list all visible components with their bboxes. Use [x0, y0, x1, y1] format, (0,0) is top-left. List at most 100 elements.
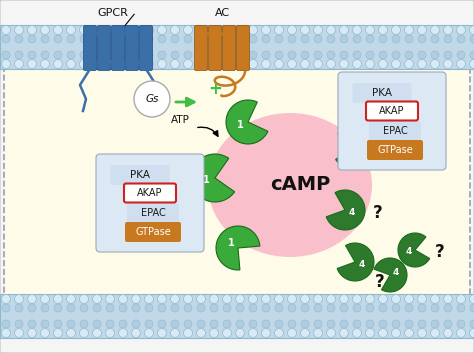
- Circle shape: [41, 320, 49, 328]
- Circle shape: [444, 329, 453, 337]
- Circle shape: [249, 304, 257, 312]
- Wedge shape: [336, 128, 372, 168]
- Circle shape: [106, 35, 114, 43]
- FancyBboxPatch shape: [353, 83, 411, 103]
- Circle shape: [119, 51, 127, 59]
- Circle shape: [313, 60, 322, 68]
- FancyBboxPatch shape: [237, 25, 249, 71]
- Circle shape: [145, 320, 153, 328]
- Text: 1: 1: [228, 238, 235, 247]
- Circle shape: [92, 294, 101, 304]
- Circle shape: [54, 35, 62, 43]
- Circle shape: [314, 320, 322, 328]
- Circle shape: [2, 304, 10, 312]
- Circle shape: [223, 51, 231, 59]
- Circle shape: [379, 320, 387, 328]
- Circle shape: [145, 304, 153, 312]
- Circle shape: [132, 304, 140, 312]
- Circle shape: [183, 25, 192, 35]
- Circle shape: [327, 304, 335, 312]
- Circle shape: [197, 25, 206, 35]
- Circle shape: [92, 25, 101, 35]
- Circle shape: [444, 25, 453, 35]
- Circle shape: [210, 35, 218, 43]
- Text: ATP: ATP: [171, 115, 190, 125]
- Circle shape: [405, 35, 413, 43]
- Circle shape: [339, 329, 348, 337]
- Circle shape: [93, 35, 101, 43]
- Text: 4: 4: [359, 260, 365, 269]
- Circle shape: [197, 320, 205, 328]
- Circle shape: [339, 294, 348, 304]
- Circle shape: [430, 60, 439, 68]
- Text: 4: 4: [356, 144, 363, 153]
- Circle shape: [457, 35, 465, 43]
- FancyBboxPatch shape: [111, 25, 125, 71]
- Circle shape: [353, 294, 362, 304]
- Circle shape: [470, 35, 474, 43]
- Circle shape: [145, 35, 153, 43]
- FancyBboxPatch shape: [96, 154, 204, 252]
- Circle shape: [184, 35, 192, 43]
- Circle shape: [430, 25, 439, 35]
- Circle shape: [379, 294, 388, 304]
- Circle shape: [470, 25, 474, 35]
- Circle shape: [365, 60, 374, 68]
- Circle shape: [119, 304, 127, 312]
- Circle shape: [15, 60, 24, 68]
- Circle shape: [222, 25, 231, 35]
- Circle shape: [236, 294, 245, 304]
- Circle shape: [444, 304, 452, 312]
- FancyBboxPatch shape: [0, 25, 474, 69]
- Circle shape: [1, 294, 10, 304]
- Text: Gs: Gs: [146, 94, 159, 104]
- FancyBboxPatch shape: [125, 222, 181, 242]
- Circle shape: [171, 25, 180, 35]
- Text: ?: ?: [373, 204, 383, 222]
- Text: EPAC: EPAC: [383, 126, 407, 136]
- Circle shape: [418, 304, 426, 312]
- Circle shape: [171, 60, 180, 68]
- Circle shape: [15, 294, 24, 304]
- Circle shape: [27, 329, 36, 337]
- FancyBboxPatch shape: [369, 121, 421, 140]
- Text: cAMP: cAMP: [270, 175, 330, 195]
- Circle shape: [275, 35, 283, 43]
- Circle shape: [288, 329, 297, 337]
- Circle shape: [353, 60, 362, 68]
- Circle shape: [288, 35, 296, 43]
- Circle shape: [365, 329, 374, 337]
- Circle shape: [457, 304, 465, 312]
- Circle shape: [314, 51, 322, 59]
- Circle shape: [313, 329, 322, 337]
- Circle shape: [392, 60, 401, 68]
- Circle shape: [28, 51, 36, 59]
- Circle shape: [54, 25, 63, 35]
- Circle shape: [41, 51, 49, 59]
- Circle shape: [183, 294, 192, 304]
- Circle shape: [157, 294, 166, 304]
- Circle shape: [132, 35, 140, 43]
- Circle shape: [15, 329, 24, 337]
- Circle shape: [301, 329, 310, 337]
- Circle shape: [275, 304, 283, 312]
- Circle shape: [340, 51, 348, 59]
- Circle shape: [106, 304, 114, 312]
- Circle shape: [301, 60, 310, 68]
- Circle shape: [301, 35, 309, 43]
- Text: +: +: [208, 80, 222, 98]
- Circle shape: [365, 294, 374, 304]
- Circle shape: [301, 294, 310, 304]
- Circle shape: [457, 51, 465, 59]
- Circle shape: [248, 329, 257, 337]
- Circle shape: [470, 329, 474, 337]
- Circle shape: [392, 35, 400, 43]
- Circle shape: [106, 329, 115, 337]
- Text: PKA: PKA: [130, 170, 150, 180]
- Circle shape: [222, 294, 231, 304]
- Circle shape: [15, 51, 23, 59]
- Circle shape: [392, 25, 401, 35]
- Circle shape: [118, 329, 128, 337]
- Circle shape: [431, 51, 439, 59]
- Circle shape: [288, 51, 296, 59]
